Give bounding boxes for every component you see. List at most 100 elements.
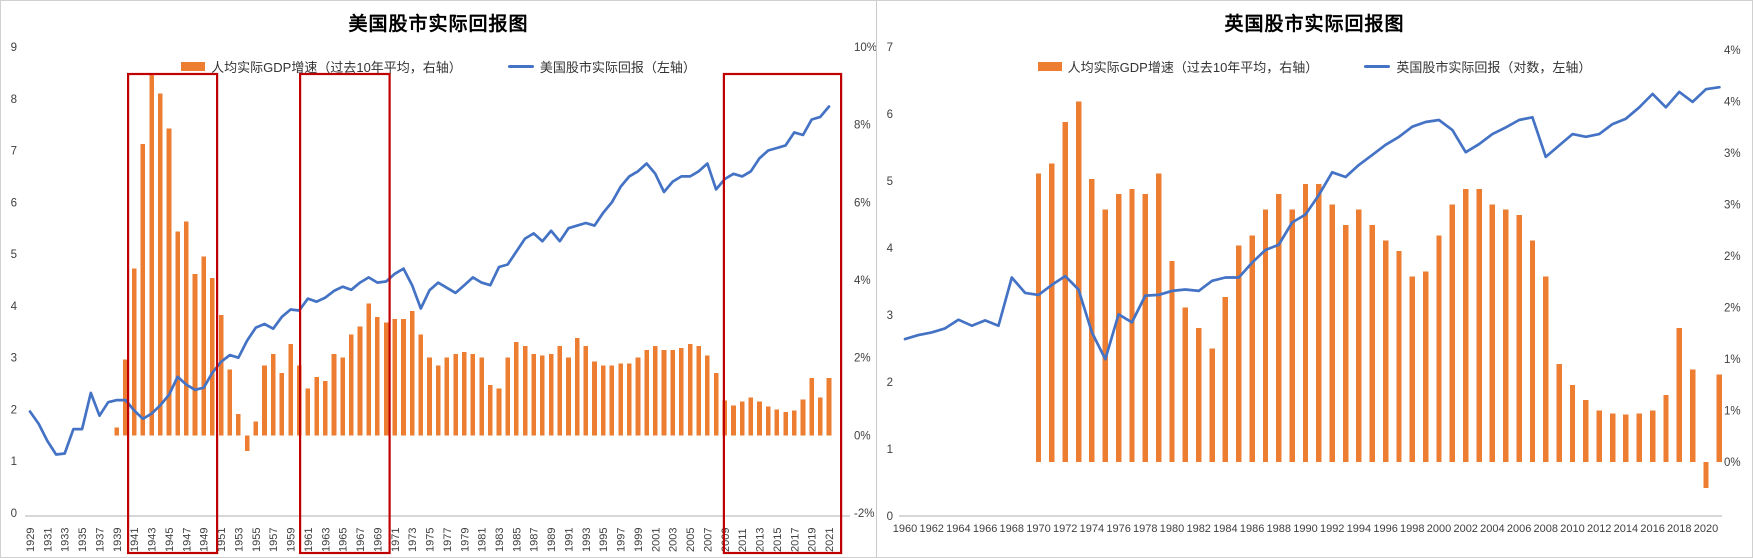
x-axis-tick-label: 1989 [546, 528, 558, 552]
gdp-growth-bar [314, 377, 319, 436]
us-legend-item-return: 美国股市实际回报（左轴） [507, 57, 696, 76]
gdp-growth-bar [479, 357, 484, 436]
right-axis-tick-label: 0% [854, 430, 871, 442]
gdp-growth-bar [1249, 235, 1255, 462]
gdp-growth-bar [435, 365, 441, 436]
left-axis-tick-label: 6 [11, 197, 17, 209]
x-axis-tick-label: 1990 [1293, 523, 1317, 535]
left-axis-tick-label: 7 [11, 146, 17, 158]
gdp-growth-bar [644, 349, 649, 436]
gdp-growth-bar [514, 342, 519, 436]
gdp-growth-bar [1196, 328, 1202, 462]
bar-series-swatch-icon [181, 62, 206, 71]
gdp-growth-bar [1369, 225, 1375, 462]
x-axis-tick-label: 2013 [755, 528, 767, 552]
gdp-growth-bar [1276, 194, 1282, 462]
gdp-growth-bar [696, 345, 702, 436]
gdp-growth-bar [1422, 271, 1429, 462]
highlight-box [299, 72, 391, 555]
gdp-growth-bar [1556, 364, 1562, 462]
x-axis-tick-label: 1974 [1080, 523, 1104, 535]
gdp-growth-bar [1569, 384, 1576, 462]
gdp-growth-bar [1689, 369, 1696, 462]
gdp-growth-bar [505, 357, 510, 436]
left-axis-tick-label: 8 [11, 94, 17, 106]
x-axis-tick-label: 1966 [973, 523, 997, 535]
x-axis-tick-label: 1933 [60, 528, 72, 552]
gdp-growth-bar [1382, 240, 1389, 462]
gdp-growth-bar [679, 347, 684, 436]
left-axis-tick-label: 3 [887, 310, 893, 322]
x-axis-tick-label: 1993 [581, 528, 593, 552]
gdp-growth-bar [1102, 209, 1108, 462]
x-axis-tick-label: 2021 [824, 528, 836, 552]
gdp-growth-bar [305, 388, 311, 436]
gdp-growth-bar [1302, 183, 1309, 462]
x-axis-tick-label: 1951 [216, 528, 228, 552]
gdp-growth-bar [149, 74, 154, 436]
gdp-growth-bar [1129, 189, 1135, 463]
left-axis-tick-label: 2 [887, 377, 893, 389]
gdp-growth-bar [1703, 462, 1709, 488]
x-axis-tick-label: 1972 [1053, 523, 1077, 535]
gdp-growth-bar [1316, 183, 1322, 462]
gdp-growth-bar [140, 144, 146, 436]
x-axis-tick-label: 2010 [1560, 523, 1584, 535]
uk-legend-item-return: 英国股市实际回报（对数，左轴） [1364, 57, 1591, 76]
gdp-growth-bar [340, 357, 345, 436]
gdp-growth-bar [1543, 276, 1549, 462]
gdp-growth-bar [1356, 209, 1362, 462]
x-axis-tick-label: 1959 [286, 528, 298, 552]
gdp-growth-bar [1155, 173, 1162, 462]
gdp-growth-bar [592, 361, 597, 436]
gdp-growth-bar [574, 338, 580, 436]
gdp-growth-bar [114, 427, 120, 436]
gdp-growth-bar [461, 351, 467, 436]
gdp-growth-bar [1676, 328, 1682, 462]
x-axis-tick-label: 1998 [1400, 523, 1424, 535]
gdp-growth-bar [192, 274, 198, 436]
gdp-growth-bar [418, 334, 424, 436]
gdp-growth-bar [227, 369, 233, 436]
gdp-growth-bar [427, 357, 432, 436]
x-axis-tick-label: 1982 [1186, 523, 1210, 535]
gdp-growth-bar [1583, 400, 1589, 462]
gdp-growth-bar [1169, 261, 1175, 462]
gdp-growth-bar [1342, 225, 1349, 462]
x-axis-tick-label: 1935 [77, 528, 89, 552]
gdp-growth-bar [818, 397, 823, 436]
x-axis-tick-label: 2002 [1453, 523, 1477, 535]
x-axis-tick-label: 1981 [477, 528, 489, 552]
left-axis-tick-label: 0 [11, 508, 17, 520]
left-axis-tick-label: 0 [887, 511, 893, 523]
highlight-box [126, 72, 219, 555]
left-axis-tick-label: 2 [11, 404, 17, 416]
x-axis-tick-label: 1971 [390, 528, 402, 552]
x-axis-tick-label: 2000 [1427, 523, 1451, 535]
us-legend-return-label: 美国股市实际回报（左轴） [539, 60, 696, 75]
gdp-growth-bar [331, 353, 337, 436]
right-axis-tick-label: 3% [1724, 148, 1741, 160]
x-axis-tick-label: 2011 [737, 528, 749, 552]
x-axis-tick-label: 1941 [129, 528, 141, 552]
x-axis-tick-label: 1997 [616, 528, 628, 552]
x-axis-tick-label: 2006 [1507, 523, 1531, 535]
gdp-growth-bar [470, 353, 476, 436]
gdp-growth-bar [288, 344, 293, 436]
gdp-growth-bar [653, 345, 658, 436]
right-axis-tick-label: 1% [1724, 354, 1741, 366]
gdp-growth-bar [236, 413, 241, 436]
gdp-growth-bar [349, 334, 354, 436]
x-axis-tick-label: 1973 [407, 528, 419, 552]
gdp-growth-bar [1436, 235, 1442, 462]
gdp-growth-bar [1596, 410, 1602, 462]
gdp-growth-bar [618, 363, 623, 436]
gdp-growth-bar [566, 357, 571, 436]
gdp-growth-bar [705, 355, 710, 436]
x-axis-tick-label: 1995 [598, 528, 610, 552]
gdp-growth-bar [1075, 101, 1082, 462]
gdp-growth-bar [488, 384, 493, 436]
gdp-growth-bar [210, 278, 215, 436]
gdp-growth-bar [392, 318, 398, 436]
gdp-growth-bar [757, 401, 762, 436]
